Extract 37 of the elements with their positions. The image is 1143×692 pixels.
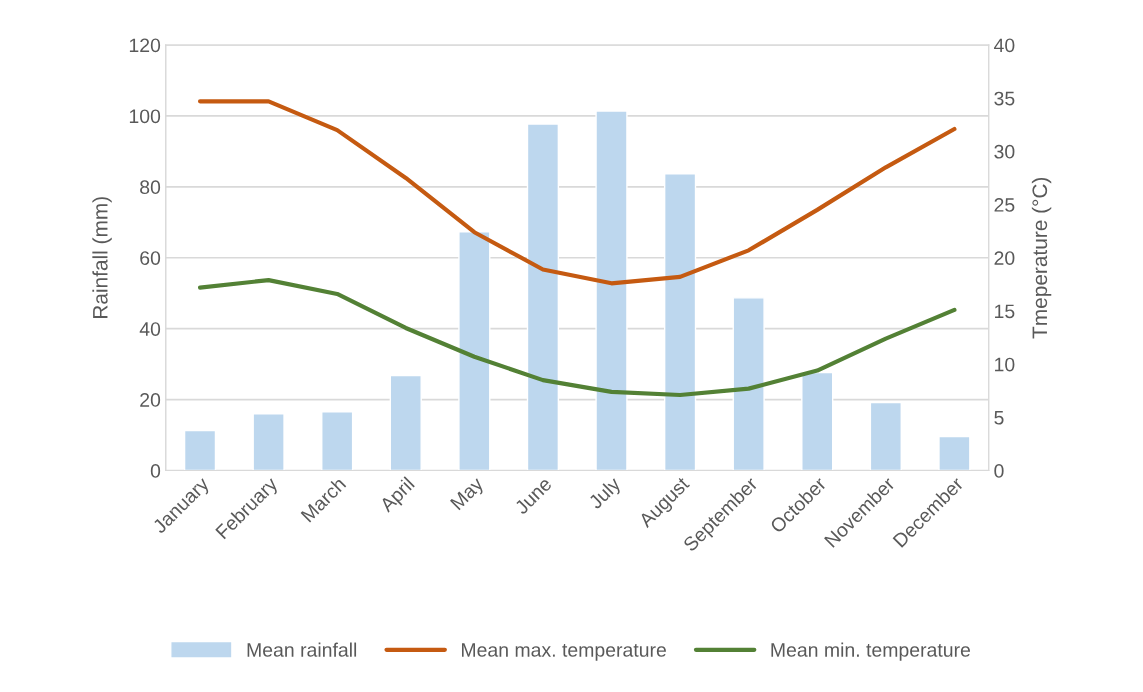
bar xyxy=(663,173,697,471)
bar xyxy=(458,231,491,471)
x-tick-label: May xyxy=(450,475,488,514)
y2-tick-label: 20 xyxy=(994,251,1015,266)
y2-tick-label: 30 xyxy=(994,144,1015,159)
y-tick-label: 20 xyxy=(140,393,161,407)
bar xyxy=(183,429,217,471)
y-tick-label: 120 xyxy=(129,38,161,53)
y-tick-label: 100 xyxy=(129,109,161,124)
bar xyxy=(321,410,354,471)
x-tick-label: July xyxy=(587,475,625,513)
legend-label: Mean min. temperature xyxy=(771,642,971,661)
y-tick-label: 80 xyxy=(140,180,161,195)
bar xyxy=(938,435,971,471)
bar xyxy=(869,401,902,471)
bar xyxy=(389,374,422,471)
line-series xyxy=(197,278,957,398)
y2-tick-label: 0 xyxy=(994,464,1004,478)
bar xyxy=(732,297,765,471)
y-tick-label: 0 xyxy=(150,464,161,478)
y-tick-label: 40 xyxy=(139,322,161,336)
bar xyxy=(252,413,285,471)
y2-tick-label: 5 xyxy=(994,411,1004,425)
bar xyxy=(595,110,628,471)
y2-tick-label: 10 xyxy=(995,357,1015,372)
y2-tick-label: 35 xyxy=(994,91,1015,106)
y2-tick-label: 15 xyxy=(995,304,1015,319)
y2-tick-label: 40 xyxy=(994,38,1015,53)
bar xyxy=(801,371,834,471)
legend-label: Mean rainfall xyxy=(247,642,357,657)
line-series xyxy=(197,99,957,286)
y2-axis-title: Tmeperature (°C) xyxy=(1031,177,1052,339)
y2-tick-label: 25 xyxy=(994,198,1015,212)
legend-label: Mean max. temperature xyxy=(462,643,666,661)
y-axis-title: Rainfall (mm) xyxy=(92,197,112,318)
bar xyxy=(526,123,560,471)
y-tick-label: 60 xyxy=(140,251,161,266)
